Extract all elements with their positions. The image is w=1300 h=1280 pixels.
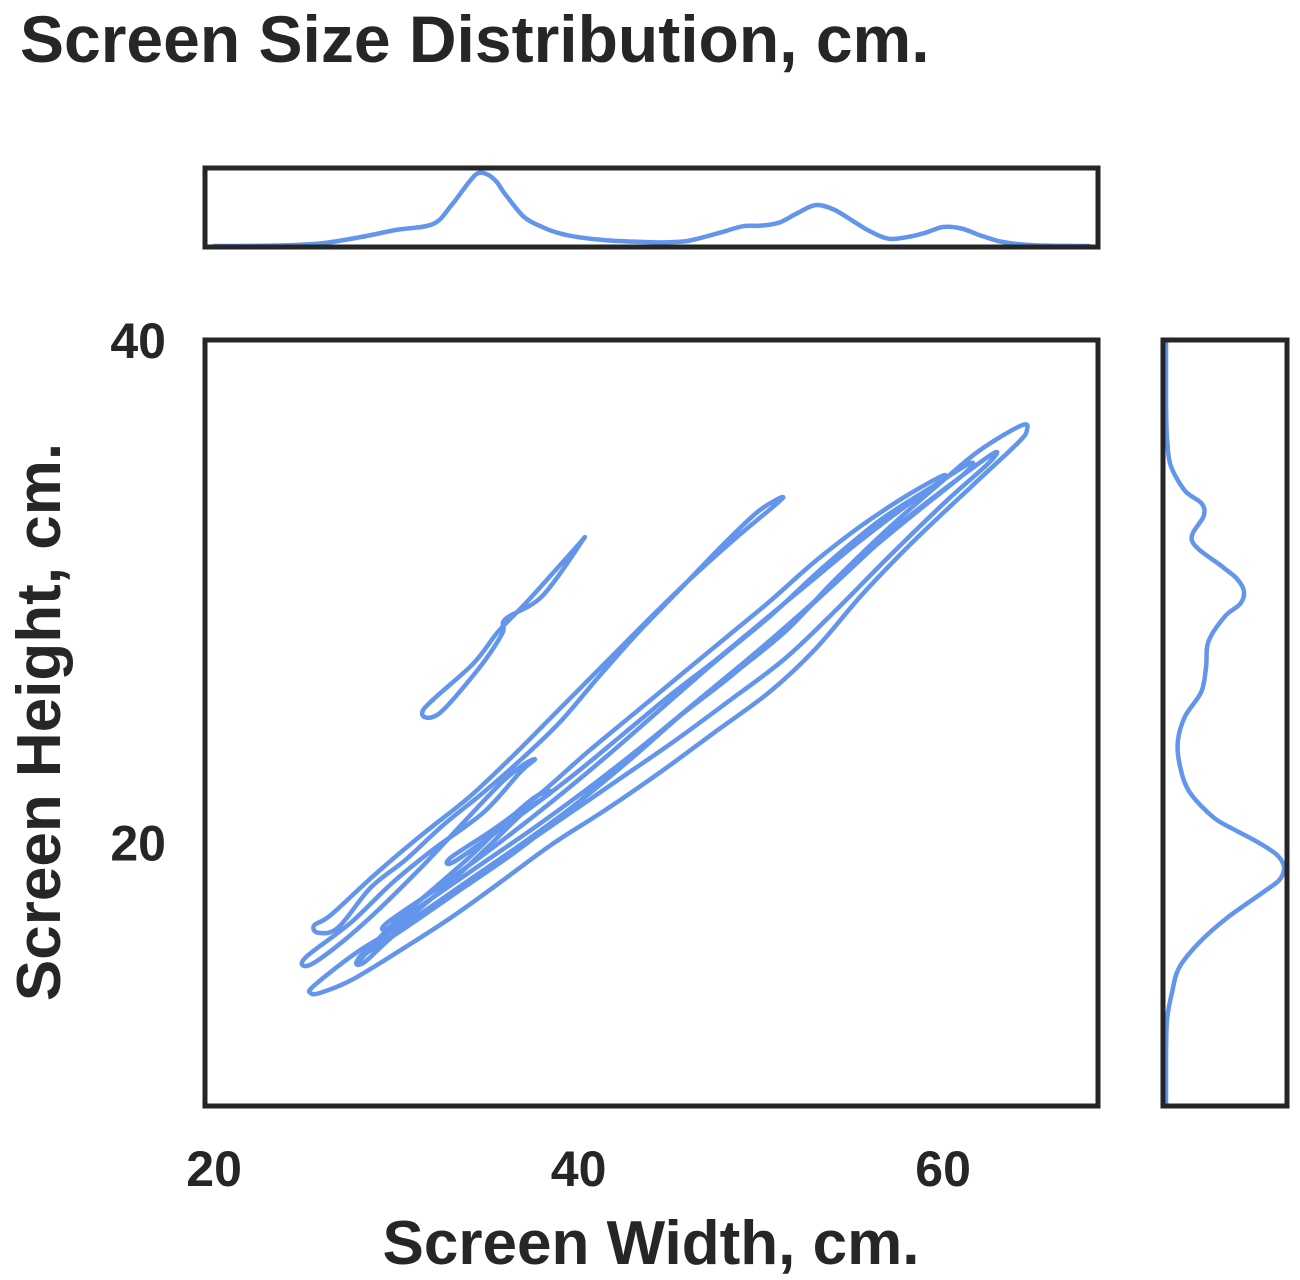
contour-mid-main [354, 449, 1000, 968]
right-marginal-panel [1160, 337, 1290, 1109]
contour-upper-island [420, 534, 587, 721]
y-tick-label: 20 [110, 815, 166, 871]
main-plot-frame [202, 337, 1101, 1109]
top-marginal-panel [202, 165, 1101, 250]
y-tick-label: 40 [110, 313, 166, 369]
x-tick-label: 60 [915, 1141, 971, 1197]
top-marginal-density-curve [211, 170, 1092, 249]
x-tick-label: 40 [551, 1141, 607, 1197]
x-tick-label: 20 [186, 1141, 242, 1197]
contour-core [444, 472, 948, 867]
x-axis-label: Screen Width, cm. [383, 1209, 920, 1278]
kde-contours [299, 422, 1030, 997]
contour-left-lobe [299, 756, 538, 969]
contour-ribbon [311, 494, 786, 936]
top-marginal-frame [202, 165, 1101, 250]
right-marginal-frame [1160, 337, 1290, 1109]
right-marginal-density-curve [1163, 337, 1287, 1109]
x-tick-labels: 20 40 60 [186, 1141, 971, 1197]
chart-title: Screen Size Distribution, cm. [20, 2, 930, 76]
contour-inner-main [379, 460, 976, 932]
main-kde-panel [202, 337, 1101, 1109]
y-axis-label: Screen Height, cm. [5, 443, 74, 1001]
